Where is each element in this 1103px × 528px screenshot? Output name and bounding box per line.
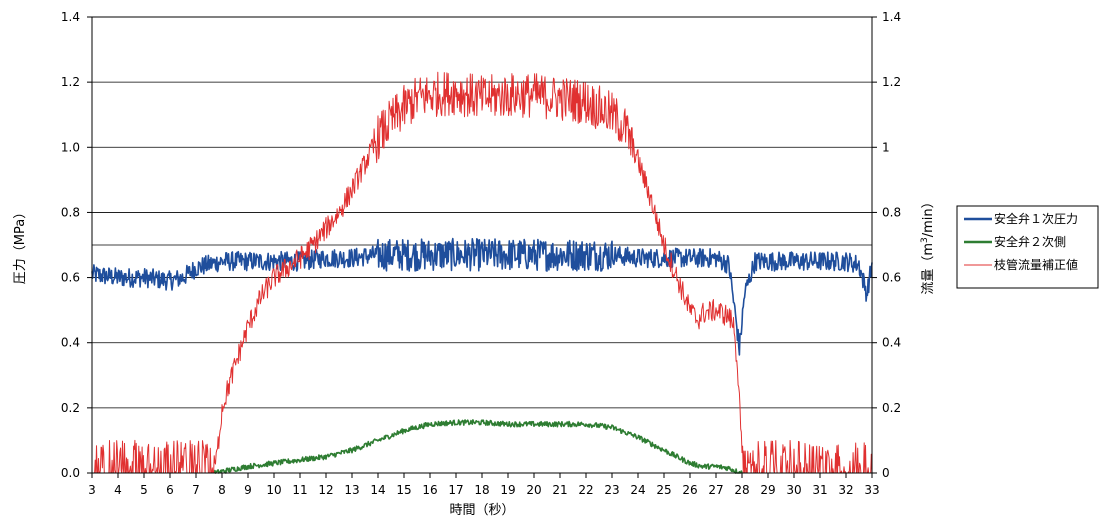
x-tick-label-4: 7 bbox=[192, 483, 200, 497]
y-axis-right-title-sup: 3 bbox=[920, 237, 930, 243]
x-tick-label-12: 15 bbox=[396, 483, 411, 497]
x-tick-label-9: 12 bbox=[318, 483, 333, 497]
x-tick-label-6: 9 bbox=[244, 483, 252, 497]
x-tick-label-20: 23 bbox=[604, 483, 619, 497]
x-axis-title: 時間（秒） bbox=[449, 503, 514, 518]
y-right-tick-label-6: 1.2 bbox=[882, 75, 901, 89]
y-axis-right-title: 流量（m3/min） bbox=[920, 195, 936, 294]
x-tick-label-8: 11 bbox=[292, 483, 307, 497]
y-axis-right-title-suffix: /min） bbox=[921, 195, 936, 237]
y-right-tick-label-5: 1 bbox=[882, 140, 890, 154]
y-left-tick-label-6: 1.2 bbox=[61, 75, 80, 89]
y-right-tick-label-2: 0.4 bbox=[882, 336, 901, 350]
y-axis-right-title-prefix: 流量（m bbox=[921, 243, 936, 295]
x-tick-label-10: 13 bbox=[344, 483, 359, 497]
x-tick-label-11: 14 bbox=[370, 483, 385, 497]
y-left-tick-label-4: 0.8 bbox=[61, 205, 80, 219]
series-layer bbox=[91, 71, 873, 474]
y-right-tick-label-4: 0.8 bbox=[882, 205, 901, 219]
y-left-tick-label-1: 0.2 bbox=[61, 401, 80, 415]
x-tick-label-7: 10 bbox=[266, 483, 281, 497]
x-tick-label-2: 5 bbox=[140, 483, 148, 497]
x-tick-label-5: 8 bbox=[218, 483, 226, 497]
legend-label-0: 安全弁１次圧力 bbox=[994, 211, 1078, 226]
y-left-tick-label-7: 1.4 bbox=[61, 10, 80, 24]
y-left-tick-label-3: 0.6 bbox=[61, 271, 80, 285]
x-tick-label-25: 28 bbox=[734, 483, 749, 497]
x-tick-label-16: 19 bbox=[500, 483, 515, 497]
x-tick-label-27: 30 bbox=[786, 483, 801, 497]
y-left-tick-label-5: 1.0 bbox=[61, 140, 80, 154]
x-tick-label-28: 31 bbox=[812, 483, 827, 497]
x-tick-label-30: 33 bbox=[864, 483, 879, 497]
x-tick-label-24: 27 bbox=[708, 483, 723, 497]
x-tick-label-1: 4 bbox=[114, 483, 122, 497]
x-tick-label-17: 20 bbox=[526, 483, 541, 497]
y-left-tick-label-0: 0.0 bbox=[61, 466, 80, 480]
x-tick-label-18: 21 bbox=[552, 483, 567, 497]
series-line-1 bbox=[213, 419, 743, 474]
y-right-tick-label-3: 0.6 bbox=[882, 271, 901, 285]
x-tick-label-15: 18 bbox=[474, 483, 489, 497]
x-tick-label-26: 29 bbox=[760, 483, 775, 497]
ticks-layer: 0.0 0.2 0.4 0.6 0.8 1.0 1.2 1.4 0 0.2 0.4 0.6 0.8 1 1.… bbox=[61, 10, 901, 497]
legend-label-1: 安全弁２次側 bbox=[994, 234, 1066, 249]
x-tick-label-19: 22 bbox=[578, 483, 593, 497]
x-tick-label-14: 17 bbox=[448, 483, 463, 497]
x-tick-label-23: 26 bbox=[682, 483, 697, 497]
x-tick-label-13: 16 bbox=[422, 483, 437, 497]
x-tick-label-0: 3 bbox=[88, 483, 96, 497]
y-right-tick-label-7: 1.4 bbox=[882, 10, 901, 24]
legend-label-2: 枝管流量補正値 bbox=[994, 257, 1078, 272]
series-line-0 bbox=[91, 237, 873, 356]
y-right-tick-label-0: 0 bbox=[882, 466, 890, 480]
x-tick-label-29: 32 bbox=[838, 483, 853, 497]
x-tick-label-21: 24 bbox=[630, 483, 645, 497]
y-right-tick-label-1: 0.2 bbox=[882, 401, 901, 415]
x-tick-label-3: 6 bbox=[166, 483, 174, 497]
series-line-2 bbox=[92, 71, 873, 474]
x-tick-label-22: 25 bbox=[656, 483, 671, 497]
y-left-tick-label-2: 0.4 bbox=[61, 336, 80, 350]
y-axis-left-title: 圧力（MPa） bbox=[13, 206, 28, 284]
